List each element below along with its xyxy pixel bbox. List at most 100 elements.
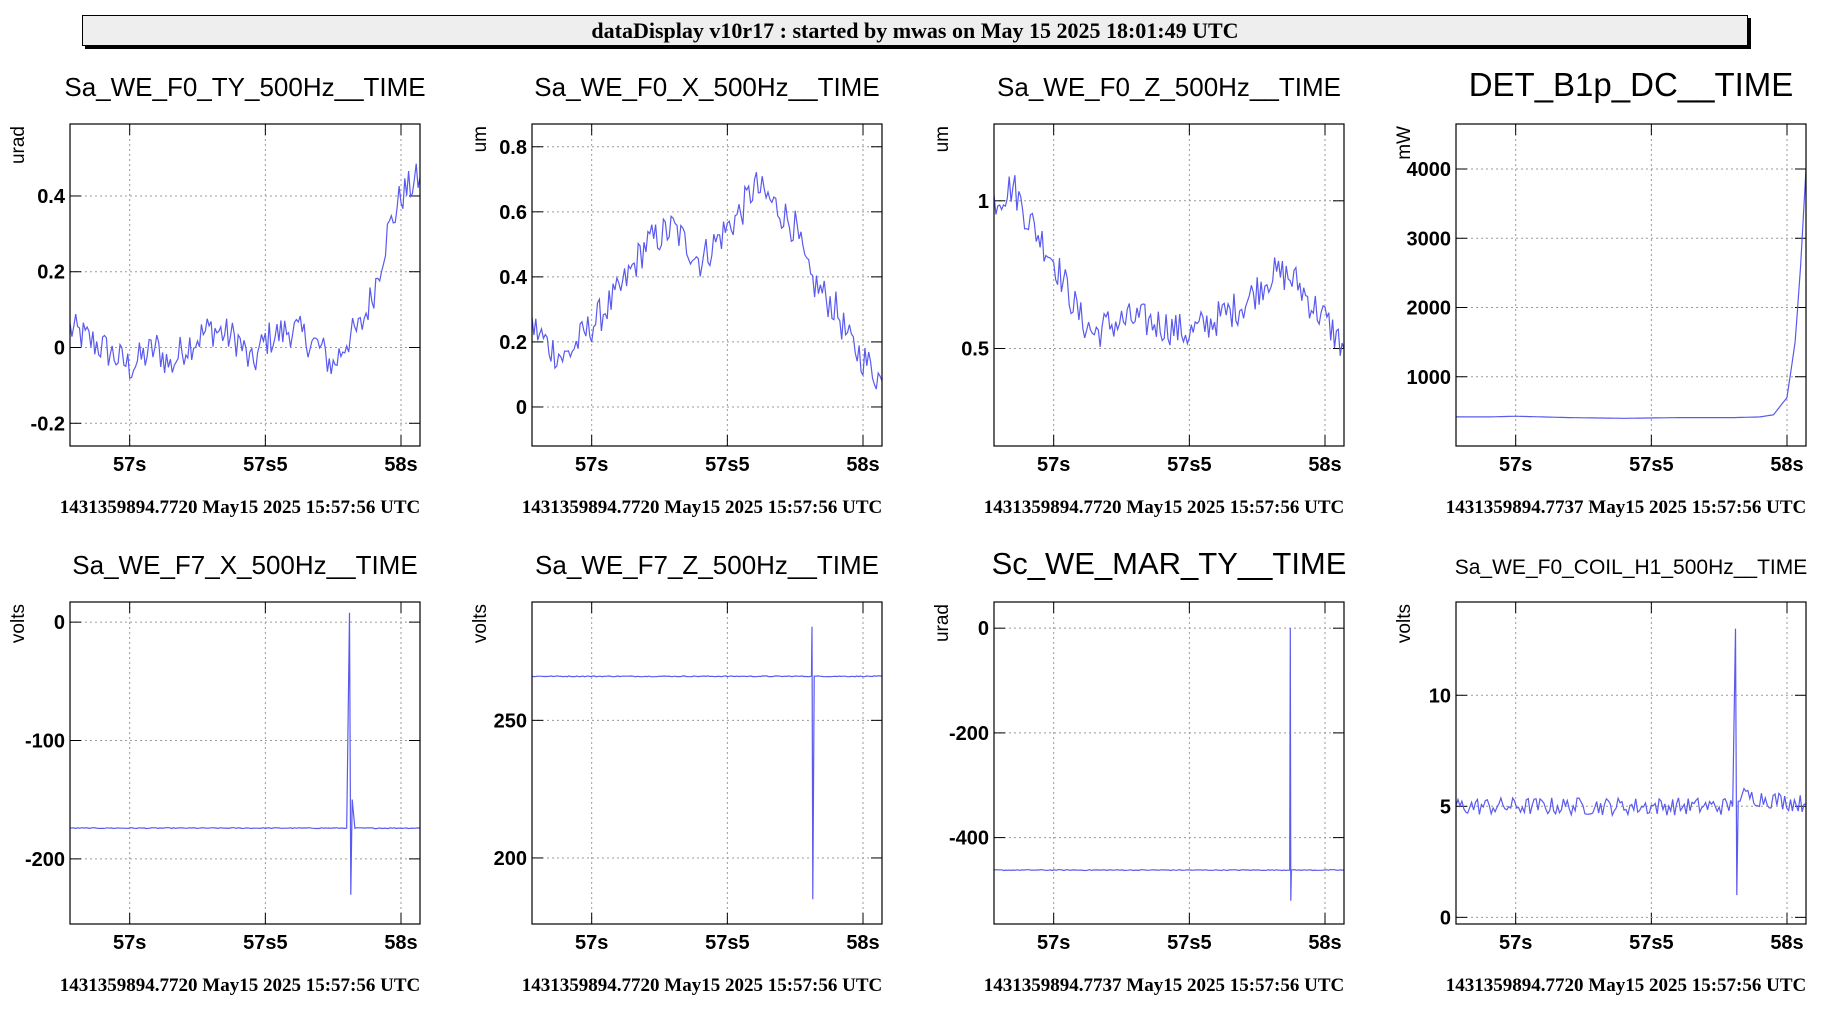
y-tick-label: 250 <box>494 710 527 732</box>
y-tick-label: 0 <box>1440 907 1451 929</box>
x-tick-label: 58s <box>1308 454 1341 476</box>
x-tick-label: 57s5 <box>1167 932 1212 954</box>
x-tick-label: 57s5 <box>243 454 288 476</box>
x-tick-label: 57s5 <box>1629 932 1674 954</box>
series-line <box>532 626 882 900</box>
y-tick-label: 3000 <box>1407 228 1452 250</box>
plot-frame <box>993 601 1345 925</box>
y-axis-label: um <box>470 126 491 152</box>
y-tick-label: 0 <box>54 612 65 634</box>
x-tick-label: 58s <box>846 454 879 476</box>
x-tick-label: 58s <box>384 454 417 476</box>
series-line <box>70 163 420 380</box>
x-tick-label: 57s <box>575 932 608 954</box>
x-tick-label: 58s <box>1770 932 1803 954</box>
y-tick-label: -200 <box>25 849 65 871</box>
x-tick-label: 57s <box>1499 932 1532 954</box>
y-tick-label: 0 <box>978 618 989 640</box>
plot-title: Sa_WE_F0_COIL_H1_500Hz__TIME <box>1455 556 1808 579</box>
y-tick-label: 0.8 <box>499 137 527 159</box>
x-tick-label: 58s <box>846 932 879 954</box>
y-tick-label: 2000 <box>1407 298 1452 320</box>
plot-3-timestamp: 1431359894.7720 May15 2025 15:57:56 UTC <box>983 497 1345 518</box>
x-tick-label: 57s <box>1037 932 1070 954</box>
plot-title: Sc_WE_MAR_TY__TIME <box>992 546 1347 581</box>
plot-title: Sa_WE_F7_Z_500Hz__TIME <box>535 550 879 580</box>
y-tick-label: 0 <box>516 397 527 419</box>
plot-title: Sa_WE_F0_TY_500Hz__TIME <box>64 72 425 102</box>
plot-panel-4: DET_B1p_DC__TIME mW 57s 57s5 58s 1000 2000 3000… <box>1394 66 1807 476</box>
plot-frame <box>993 123 1345 447</box>
y-tick-label: 0.4 <box>499 267 528 289</box>
plot-frame <box>69 123 421 447</box>
plot-frame <box>531 601 883 925</box>
y-axis-label: volts <box>470 604 491 643</box>
plot-frame <box>1455 123 1807 447</box>
y-tick-label: 1000 <box>1407 367 1452 389</box>
x-tick-label: 57s <box>575 454 608 476</box>
x-tick-label: 57s5 <box>705 454 750 476</box>
series-line <box>532 172 882 390</box>
y-tick-label: 1 <box>978 191 989 213</box>
plot-8-timestamp: 1431359894.7720 May15 2025 15:57:56 UTC <box>1445 975 1807 996</box>
series-line <box>70 612 420 895</box>
plot-7-timestamp: 1431359894.7737 May15 2025 15:57:56 UTC <box>983 975 1345 996</box>
y-tick-label: -0.2 <box>31 413 65 435</box>
series-line <box>1456 168 1806 419</box>
display-header: dataDisplay v10r17 : started by mwas on … <box>82 15 1748 46</box>
x-tick-label: 57s5 <box>1629 454 1674 476</box>
y-axis-label: urad <box>932 604 953 642</box>
y-tick-label: 200 <box>494 848 527 870</box>
series-line <box>994 175 1344 356</box>
y-tick-label: -200 <box>949 723 989 745</box>
x-tick-label: 57s5 <box>705 932 750 954</box>
y-axis-label: volts <box>1394 604 1415 643</box>
y-tick-label: -400 <box>949 828 989 850</box>
y-axis-label: volts <box>8 604 29 643</box>
x-tick-label: 57s <box>113 454 146 476</box>
y-axis-label: urad <box>8 126 29 164</box>
plot-1-timestamp: 1431359894.7720 May15 2025 15:57:56 UTC <box>59 497 421 518</box>
x-tick-label: 58s <box>1770 454 1803 476</box>
y-axis-label: um <box>932 126 953 152</box>
y-axis-label: mW <box>1394 126 1415 160</box>
plot-6-timestamp: 1431359894.7720 May15 2025 15:57:56 UTC <box>521 975 883 996</box>
plot-title: Sa_WE_F0_Z_500Hz__TIME <box>997 72 1341 102</box>
y-tick-label: 0.4 <box>37 186 66 208</box>
x-tick-label: 57s <box>113 932 146 954</box>
plot-title: DET_B1p_DC__TIME <box>1469 66 1794 103</box>
x-tick-label: 57s5 <box>1167 454 1212 476</box>
plot-title: Sa_WE_F0_X_500Hz__TIME <box>534 72 879 102</box>
x-tick-label: 57s5 <box>243 932 288 954</box>
y-tick-label: 0.2 <box>499 332 527 354</box>
plot-frame <box>531 123 883 447</box>
series-line <box>994 628 1344 901</box>
x-tick-label: 57s <box>1499 454 1532 476</box>
y-tick-label: 0.6 <box>499 202 527 224</box>
x-tick-label: 58s <box>1308 932 1341 954</box>
y-tick-label: 4000 <box>1407 159 1452 181</box>
y-tick-label: 0 <box>54 338 65 360</box>
plot-5-timestamp: 1431359894.7720 May15 2025 15:57:56 UTC <box>59 975 421 996</box>
y-tick-label: 5 <box>1440 796 1451 818</box>
plot-title: Sa_WE_F7_X_500Hz__TIME <box>72 550 417 580</box>
y-tick-label: 0.5 <box>961 339 989 361</box>
x-tick-label: 57s <box>1037 454 1070 476</box>
y-tick-label: 10 <box>1429 685 1451 707</box>
plot-frame <box>69 601 421 925</box>
series-line <box>1456 628 1806 896</box>
x-tick-label: 58s <box>384 932 417 954</box>
plot-4-timestamp: 1431359894.7737 May15 2025 15:57:56 UTC <box>1445 497 1807 518</box>
plot-frame <box>1455 601 1807 925</box>
y-tick-label: -100 <box>25 731 65 753</box>
y-tick-label: 0.2 <box>37 262 65 284</box>
plot-2-timestamp: 1431359894.7720 May15 2025 15:57:56 UTC <box>521 497 883 518</box>
